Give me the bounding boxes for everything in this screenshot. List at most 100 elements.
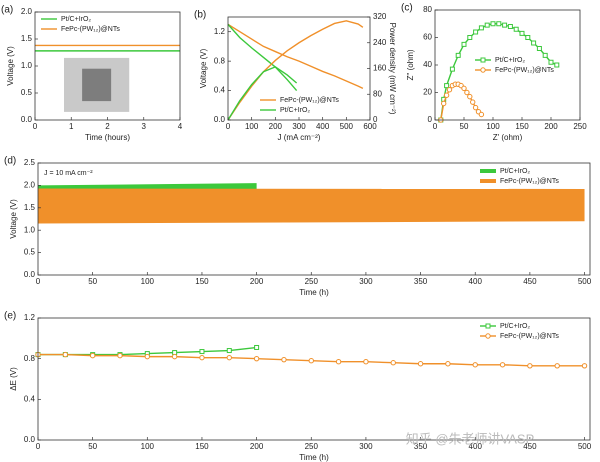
marker (470, 99, 476, 105)
legend-label: Pt/C+IrO₂ (500, 323, 530, 330)
marker (449, 66, 455, 72)
marker (226, 348, 232, 354)
marker (548, 59, 554, 65)
marker (390, 360, 396, 366)
x-tick-label: 300 (359, 442, 373, 451)
y-tick-label: 1.0 (24, 225, 36, 234)
x-tick-label: 250 (305, 442, 319, 451)
legend-label: FePc-(PW₁₂)@NTs (500, 333, 559, 340)
x-tick-label: 4 (178, 122, 183, 131)
panel-label: (e) (4, 311, 16, 322)
x-axis-title: Z' (ohm) (493, 133, 523, 142)
x-tick-label: 150 (195, 442, 209, 451)
x-tick-label: 300 (359, 277, 373, 286)
series-line (227, 66, 298, 121)
y-tick-label: 0.4 (214, 86, 226, 95)
y-axis-title: Voltage (V) (6, 46, 15, 86)
marker (478, 25, 484, 31)
marker (308, 358, 314, 364)
panel-label: (d) (4, 156, 16, 167)
legend-label: Pt/C+IrO₂ (500, 168, 530, 175)
marker (496, 21, 502, 27)
x-tick-label: 400 (469, 442, 483, 451)
marker (525, 35, 531, 40)
inset-device (82, 68, 112, 102)
x-tick-label: 100 (245, 122, 259, 131)
x-axis-title: Time (h) (299, 453, 329, 462)
marker (484, 22, 490, 28)
marker (464, 89, 470, 96)
marker (199, 349, 205, 355)
x-tick-label: 0 (433, 122, 438, 131)
x-tick-label: 350 (414, 442, 428, 451)
y-tick-label: 0.0 (24, 435, 36, 444)
marker (445, 361, 451, 367)
legend-label: FePc-(PW₁₂)@NTs (495, 67, 554, 74)
marker (226, 354, 232, 361)
y-tick-label: 0.0 (24, 270, 36, 279)
marker (89, 352, 96, 359)
y2-tick-label: 320 (373, 12, 387, 21)
marker (554, 363, 560, 369)
marker (507, 24, 513, 29)
marker (117, 352, 123, 359)
marker (472, 362, 478, 368)
marker (444, 83, 450, 89)
y-tick-label: 2.0 (24, 181, 36, 190)
y-tick-label: 2.5 (24, 158, 36, 167)
voltage-band (38, 188, 585, 224)
legend-marker (485, 323, 491, 329)
legend-label: FePc-(PW₁₂)@NTs (61, 26, 120, 33)
legend-label: Pt/C+IrO₂ (280, 107, 310, 114)
legend-label: FePc-(PW₁₂)@NTs (500, 178, 559, 185)
y-tick-label: 1.2 (214, 27, 226, 36)
x-tick-label: 1 (69, 122, 74, 131)
marker (536, 46, 542, 51)
x-tick-label: 2 (105, 122, 110, 131)
x-tick-label: 100 (141, 442, 155, 451)
x-tick-label: 50 (460, 122, 469, 131)
y2-tick-label: 160 (373, 64, 387, 73)
x-tick-label: 0 (36, 277, 41, 286)
x-tick-label: 0 (226, 122, 231, 131)
y-tick-label: 1.0 (21, 61, 33, 70)
marker (417, 361, 424, 367)
legend-label: Pt/C+IrO₂ (61, 16, 91, 23)
y-tick-label: 1.5 (24, 203, 36, 212)
x-tick-label: 0 (36, 442, 41, 451)
panel-label: (c) (401, 3, 413, 14)
marker (253, 355, 260, 362)
y-tick-label: 0.4 (24, 394, 36, 403)
x-tick-label: 350 (414, 277, 428, 286)
y-axis-title: Voltage (V) (9, 199, 18, 239)
x-tick-label: 450 (523, 277, 537, 286)
y-axis-title: Voltage (V) (199, 48, 208, 88)
x-tick-label: 200 (250, 442, 264, 451)
panel-label: (b) (194, 10, 206, 21)
y-tick-label: 1.2 (24, 313, 36, 322)
marker (581, 363, 588, 369)
y-tick-label: 0.8 (24, 354, 36, 363)
y-tick-label: 60 (423, 33, 432, 42)
y-tick-label: 20 (423, 88, 432, 97)
x-tick-label: 0 (33, 122, 38, 131)
marker (443, 92, 450, 98)
marker (335, 359, 342, 365)
y-tick-label: 0.5 (21, 88, 33, 97)
y-tick-label: 0.8 (214, 56, 226, 65)
x-tick-label: 500 (340, 122, 354, 131)
marker (62, 351, 69, 358)
x-axis-title: Time (h) (299, 288, 329, 297)
marker (542, 52, 548, 58)
x-tick-label: 50 (88, 442, 97, 451)
marker (467, 93, 473, 100)
x-tick-label: 3 (142, 122, 147, 131)
y-tick-label: 0.5 (24, 248, 36, 257)
marker (502, 22, 508, 28)
watermark: 知乎 @朱老师讲VASP (406, 431, 535, 446)
y2-tick-label: 80 (373, 89, 382, 98)
y2-axis-title: Power density (mW cm⁻²) (388, 23, 397, 115)
marker (490, 21, 496, 27)
x-axis-title: Time (hours) (85, 133, 130, 142)
